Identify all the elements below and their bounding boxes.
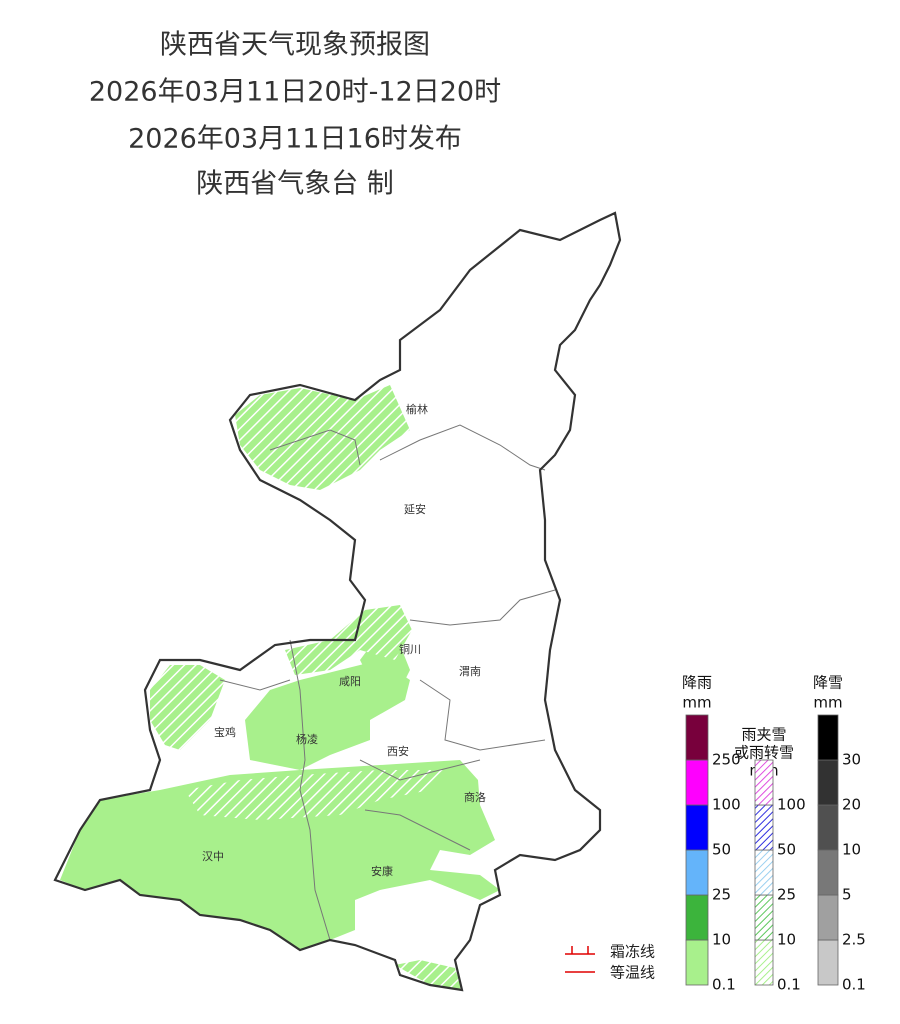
city-label: 汉中: [202, 850, 224, 863]
legend-tick: 50: [777, 841, 796, 859]
legend-swatch: [817, 804, 839, 851]
legend-tick: 30: [842, 751, 861, 769]
rain-area: [245, 660, 410, 770]
province-border: [53, 211, 622, 992]
legend-tick: 0.1: [777, 976, 801, 994]
legend-tick: 10: [777, 931, 796, 949]
legend-tick: 25: [777, 886, 796, 904]
legend-tick: 2.5: [842, 931, 866, 949]
legend-title: 或雨转雪: [734, 744, 794, 762]
legend-swatch: [685, 849, 709, 896]
legend-tick: 0.1: [712, 976, 736, 994]
city-label: 咸阳: [339, 675, 361, 688]
legend-swatch: [754, 759, 774, 806]
legend-tick: 0.1: [842, 976, 866, 994]
city-label: 宝鸡: [214, 725, 236, 739]
line-label: 等温线: [610, 964, 655, 982]
title: 陕西省天气现象预报图: [160, 30, 430, 61]
legend-tick: 20: [842, 796, 861, 814]
county-borders: [219, 424, 556, 941]
city-label: 榆林: [406, 402, 428, 416]
legend-swatch: [754, 849, 774, 896]
line-legend: 霜冻线 等温线: [565, 943, 655, 982]
legend-title: 降雪: [813, 674, 843, 692]
period: 2026年03月11日20时-12日20时: [89, 77, 501, 108]
legend-tick: 100: [777, 796, 806, 814]
legend-swatch: [754, 804, 774, 851]
legend-tick: 25: [712, 886, 731, 904]
hatch-area: [235, 385, 410, 490]
city-label: 渭南: [459, 665, 481, 678]
legend-swatch: [817, 894, 839, 941]
map: [53, 211, 622, 992]
legend-swatch: [754, 894, 774, 941]
legend-unit: mm: [813, 694, 842, 712]
city-label: 安康: [371, 864, 393, 878]
legend-tick: 50: [712, 841, 731, 859]
city-label: 铜川: [399, 642, 421, 656]
legend-tick: 5: [842, 886, 852, 904]
legend-title: 降雨: [682, 674, 712, 692]
city-label: 商洛: [464, 790, 486, 804]
legend-tick: 10: [842, 841, 861, 859]
hatch-area: [395, 960, 462, 990]
city-label: 杨凌: [296, 732, 318, 746]
legend-swatch: [685, 939, 709, 986]
rain-area: [60, 760, 500, 950]
legend-tick: 10: [712, 931, 731, 949]
legend-unit: mm: [682, 694, 711, 712]
legend-swatch: [685, 714, 709, 761]
legend-swatch: [817, 714, 839, 761]
agency: 陕西省气象台 制: [196, 169, 394, 200]
legend-swatch: [685, 804, 709, 851]
issued: 2026年03月11日16时发布: [128, 124, 462, 155]
legend-title: 雨夹雪: [741, 726, 786, 744]
legend-swatch: [817, 759, 839, 806]
legend-swatch: [817, 939, 839, 986]
legend-swatch: [685, 894, 709, 941]
legend-swatch: [754, 939, 774, 986]
frost-line-symbol: [565, 946, 595, 955]
city-label: 西安: [387, 744, 409, 758]
hatch-area: [185, 770, 450, 820]
legend-tick: 100: [712, 796, 741, 814]
legend-swatch: [685, 759, 709, 806]
hatch-area: [150, 665, 225, 750]
city-label: 延安: [404, 502, 426, 516]
legend-tick: 250: [712, 751, 741, 769]
line-label: 霜冻线: [610, 943, 655, 961]
legend-swatch: [817, 849, 839, 896]
